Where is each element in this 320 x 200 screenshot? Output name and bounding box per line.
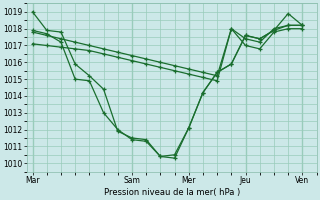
X-axis label: Pression niveau de la mer( hPa ): Pression niveau de la mer( hPa ) (104, 188, 240, 197)
